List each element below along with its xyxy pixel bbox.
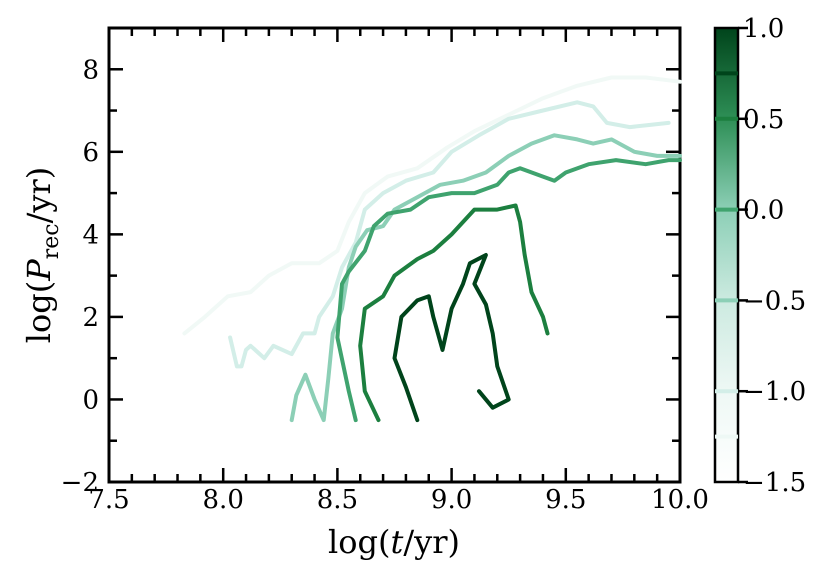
- y-tick-label: −2: [61, 468, 99, 498]
- y-tick-label: 2: [82, 303, 99, 333]
- colorbar-tick-label: 0.5: [743, 105, 784, 135]
- contour-line-4: [358, 203, 550, 423]
- colorbar-tick-label: −0.5: [743, 286, 806, 316]
- x-tick-label: 8.0: [203, 485, 244, 515]
- colorbar-tick-label: −1.0: [743, 377, 806, 407]
- x-tick-label: 7.5: [88, 485, 129, 515]
- colorbar-tick-label: −1.5: [743, 468, 806, 498]
- contour-line-3: [335, 158, 682, 423]
- y-tick-label: 4: [82, 220, 99, 250]
- colorbar-gradient: [713, 26, 740, 484]
- colorbar-level-lines: [715, 71, 738, 439]
- colorbar-ticks: 1.0 0.5 0.0 −0.5 −1.0 −1.5: [738, 14, 806, 498]
- x-tick-label: 10.0: [651, 485, 709, 515]
- y-tick-label: 6: [82, 138, 99, 168]
- contour-lines: [182, 75, 682, 423]
- x-tick-label: 9.5: [545, 485, 586, 515]
- x-tick-label: 9.0: [431, 485, 472, 515]
- contour-line-5: [392, 253, 511, 423]
- x-axis: 7.5 8.0 8.5 9.0 9.5 10.0: [88, 28, 709, 515]
- contour-line-1: [228, 100, 671, 369]
- contour-line-2: [289, 133, 682, 423]
- y-axis-label: log(Prec/yr): [20, 167, 64, 344]
- plot-frame: [107, 26, 682, 484]
- y-tick-label: 0: [82, 385, 99, 415]
- y-axis: −2 0 2 4 6 8: [61, 26, 680, 498]
- colorbar: 1.0 0.5 0.0 −0.5 −1.0 −1.5: [713, 14, 806, 498]
- x-axis-label: log(t/yr): [328, 523, 460, 561]
- x-tick-label: 8.5: [317, 485, 358, 515]
- colorbar-tick-label: 0.0: [743, 196, 784, 226]
- colorbar-tick-label: 1.0: [743, 14, 784, 44]
- y-tick-label: 8: [82, 55, 99, 85]
- contour-line-0: [182, 75, 682, 336]
